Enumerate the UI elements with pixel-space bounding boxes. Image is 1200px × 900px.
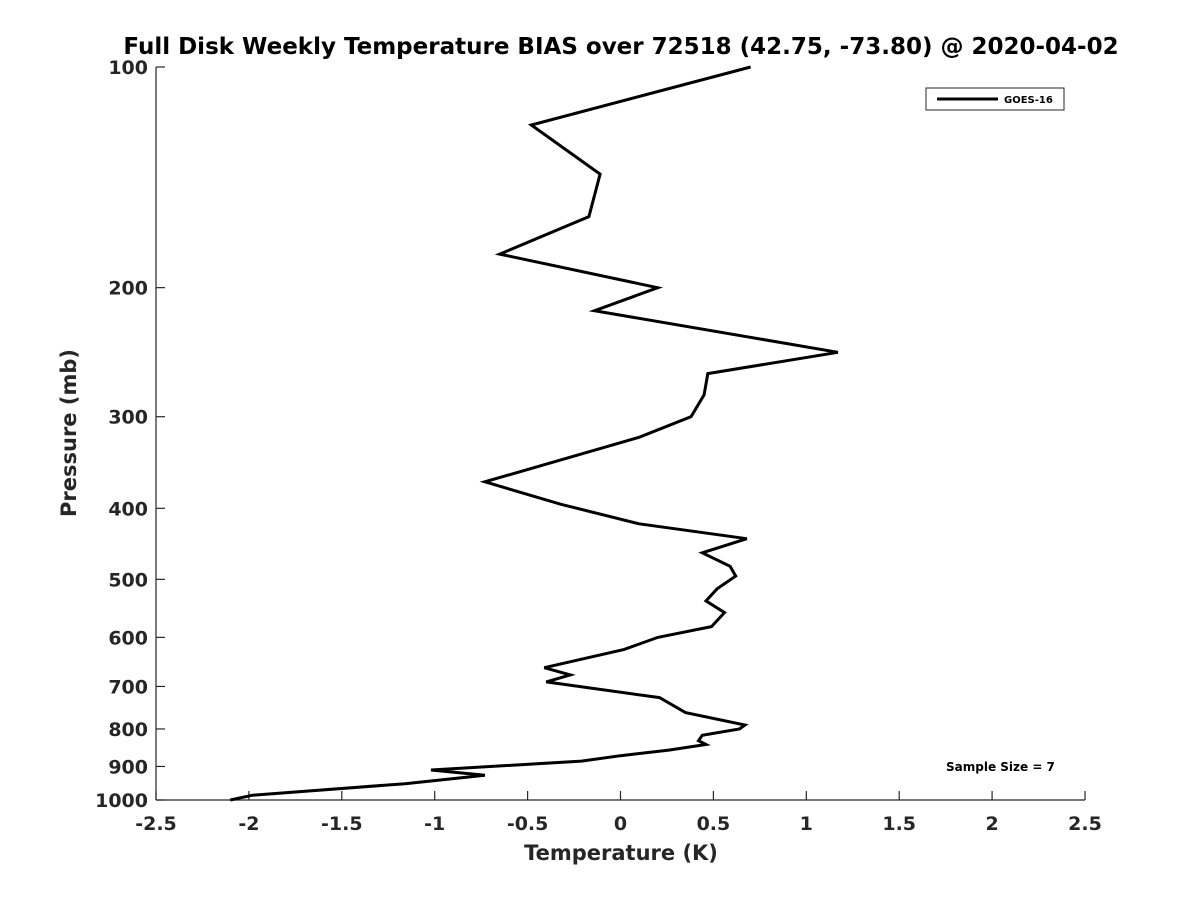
y-tick-label: 1000 [95,790,148,812]
x-tick-label: 0 [614,813,627,835]
x-axis-label: Temperature (K) [524,841,718,865]
y-tick-label: 400 [108,498,148,520]
y-axis-label: Pressure (mb) [57,349,81,517]
series-layer [229,65,839,802]
y-tick-label: 700 [108,676,148,698]
x-tick-label: 0.5 [697,813,731,835]
sample-size-annotation: Sample Size = 7 [946,760,1055,774]
y-tick-label: 500 [108,569,148,591]
y-tick-label: 800 [108,719,148,741]
y-tick-label: 100 [108,57,148,79]
series-line-goes-16 [229,65,839,802]
y-tick-label: 600 [108,627,148,649]
x-tick-label: -1.5 [321,813,363,835]
x-tick-label: -0.5 [507,813,549,835]
x-tick-label: 1.5 [882,813,916,835]
chart-title: Full Disk Weekly Temperature BIAS over 7… [123,34,1118,60]
x-tick-label: -2 [238,813,259,835]
y-tick-label: 300 [108,407,148,429]
legend: GOES-16 [925,87,1065,111]
x-tick-label: 2 [985,813,998,835]
x-ticks: -2.5 -2 -1.5 -1 -0.5 0 0.5 1 1.5 2 2.5 [135,791,1102,835]
y-tick-label: 900 [108,756,148,778]
y-tick-label: 200 [108,278,148,300]
x-tick-label: 1 [800,813,813,835]
x-tick-label: 2.5 [1068,813,1102,835]
axes [155,67,1085,801]
y-ticks: 100 200 300 400 500 600 700 800 900 1000 [95,57,165,812]
x-tick-label: -1 [424,813,445,835]
x-tick-label: -2.5 [135,813,177,835]
legend-label-goes-16: GOES-16 [1004,95,1053,106]
